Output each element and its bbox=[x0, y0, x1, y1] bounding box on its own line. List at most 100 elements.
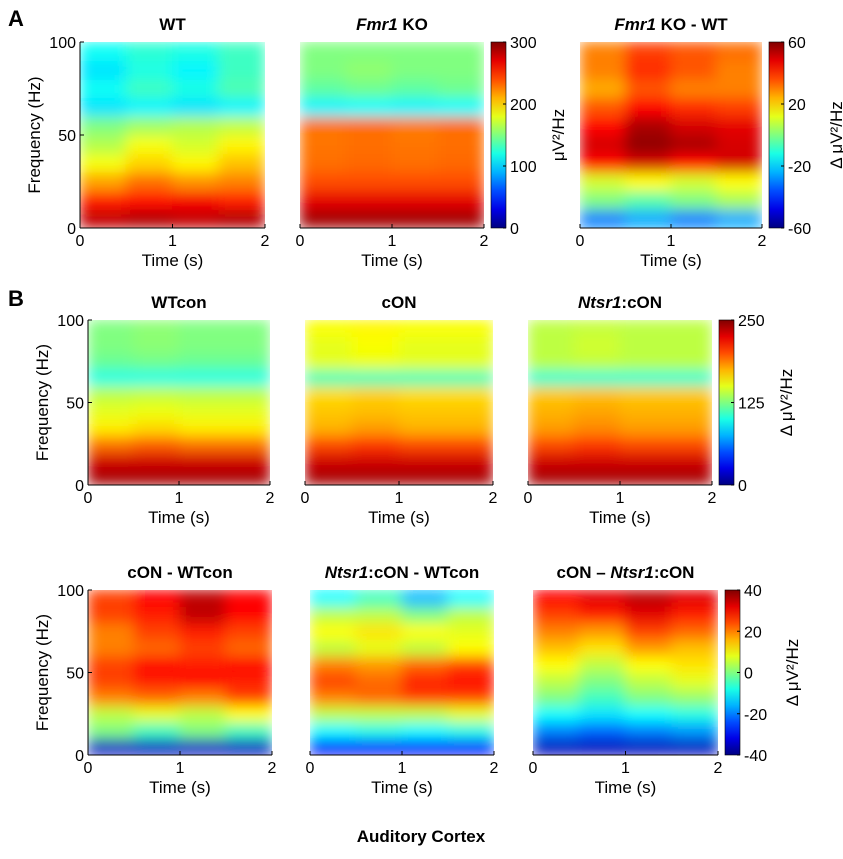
heatmap-cell bbox=[88, 369, 134, 387]
heatmap-cell bbox=[88, 451, 134, 469]
heatmap-cell bbox=[625, 639, 673, 657]
heatmap-cell bbox=[437, 115, 484, 136]
heatmap-cell bbox=[178, 451, 225, 469]
chart-title: cON - WTcon bbox=[127, 563, 232, 582]
heatmap-cell bbox=[345, 190, 393, 210]
heatmap-cell bbox=[398, 385, 447, 403]
heatmap-cell bbox=[619, 336, 667, 354]
heatmap-cell bbox=[716, 60, 762, 80]
heatmap-cell bbox=[345, 42, 393, 62]
heatmap-cells bbox=[305, 320, 493, 485]
heatmap-cell bbox=[580, 42, 626, 62]
heatmap-cell bbox=[445, 385, 493, 403]
chart-title: Fmr1 KO bbox=[356, 15, 428, 34]
title-part: WT bbox=[159, 15, 186, 34]
heatmap-cell bbox=[345, 153, 393, 173]
colorbar-tick-label: 100 bbox=[510, 159, 537, 176]
heatmap-cell bbox=[178, 336, 225, 354]
heatmap-cell bbox=[310, 688, 357, 706]
heatmap-cell bbox=[625, 606, 673, 624]
colorbar-label: μV²/Hz bbox=[549, 109, 568, 161]
heatmap-cell bbox=[133, 369, 180, 387]
heatmap-cells bbox=[88, 590, 272, 755]
y-tick-label: 100 bbox=[57, 313, 84, 330]
heatmap-cell bbox=[619, 435, 667, 453]
heatmap-cell bbox=[179, 639, 227, 657]
heatmap-cell bbox=[88, 385, 134, 403]
heatmap-cell bbox=[580, 60, 626, 80]
heatmap-cell bbox=[218, 171, 265, 192]
heatmap-cell bbox=[172, 134, 220, 155]
heatmap-cell bbox=[671, 639, 718, 657]
heatmap-cell bbox=[88, 402, 134, 420]
heatmap-cell bbox=[172, 78, 220, 99]
heatmap-cell bbox=[619, 352, 667, 370]
colorbar-tick-label: 40 bbox=[744, 583, 762, 600]
heatmap-cell bbox=[225, 606, 272, 624]
heatmap-cell bbox=[670, 78, 717, 99]
heatmap-cell bbox=[391, 134, 439, 155]
heatmap-cell bbox=[619, 385, 667, 403]
heatmap-cell bbox=[665, 435, 712, 453]
heatmap-cell bbox=[580, 208, 626, 228]
heatmap-cell bbox=[398, 352, 447, 370]
heatmap-cell bbox=[447, 688, 494, 706]
heatmap-cell bbox=[625, 171, 672, 192]
heatmap-cell bbox=[310, 606, 357, 624]
heatmap-cell bbox=[133, 336, 180, 354]
heatmap-cell bbox=[224, 435, 270, 453]
y-tick-label: 0 bbox=[75, 748, 84, 765]
heatmap-cell bbox=[310, 639, 357, 657]
heatmap-cell bbox=[401, 622, 449, 640]
x-tick-label: 0 bbox=[529, 760, 538, 777]
heatmap-cell bbox=[528, 435, 575, 453]
heatmap-cell bbox=[178, 352, 225, 370]
heatmap-cell bbox=[445, 352, 493, 370]
heatmap-cell bbox=[125, 208, 173, 228]
title-part: Fmr1 bbox=[614, 15, 656, 34]
x-tick-label: 1 bbox=[398, 760, 407, 777]
heatmap-cell bbox=[133, 435, 180, 453]
heatmap-cell bbox=[578, 655, 626, 673]
heatmap-cell bbox=[172, 97, 220, 117]
colorbar-tick-label: 0 bbox=[744, 666, 753, 683]
chart-title: Fmr1 KO - WT bbox=[614, 15, 728, 34]
heatmap-cell bbox=[80, 78, 127, 99]
title-part: Ntsr1 bbox=[325, 563, 368, 582]
heatmap-cell bbox=[619, 320, 667, 337]
heatmap-cell bbox=[533, 705, 580, 723]
colorbar-tick-label: -20 bbox=[788, 159, 811, 176]
heatmap-cell bbox=[391, 42, 439, 62]
heatmap-cell bbox=[580, 78, 626, 99]
heatmap-cell bbox=[300, 190, 347, 210]
heatmap-cell bbox=[670, 190, 717, 210]
x-tick-label: 2 bbox=[268, 760, 277, 777]
heatmap-cell bbox=[437, 97, 484, 117]
x-tick-label: 1 bbox=[175, 490, 184, 507]
heatmap-cell bbox=[533, 590, 580, 607]
heatmap-cell bbox=[88, 655, 135, 673]
heatmap-cell bbox=[179, 590, 227, 607]
heatmap-cell bbox=[133, 352, 180, 370]
heatmap-cell bbox=[345, 134, 393, 155]
x-axis-label: Time (s) bbox=[640, 251, 702, 270]
heatmap-cell bbox=[133, 451, 180, 469]
heatmap-cell bbox=[398, 451, 447, 469]
heatmap-cell bbox=[533, 639, 580, 657]
y-tick-label: 0 bbox=[67, 221, 76, 238]
heatmap-cell bbox=[437, 190, 484, 210]
heatmap-cell bbox=[573, 451, 621, 469]
y-tick-label: 50 bbox=[58, 128, 76, 145]
heatmap-cell bbox=[133, 639, 181, 657]
x-tick-label: 1 bbox=[395, 490, 404, 507]
x-tick-label: 2 bbox=[708, 490, 717, 507]
heatmap-cell bbox=[88, 590, 135, 607]
x-tick-label: 2 bbox=[714, 760, 723, 777]
heatmap-cell bbox=[625, 153, 672, 173]
chart-title: cON bbox=[382, 293, 417, 312]
heatmap-cell bbox=[437, 60, 484, 80]
heatmap-cell bbox=[355, 738, 403, 755]
heatmap-cell bbox=[355, 705, 403, 723]
heatmap-cell bbox=[625, 705, 673, 723]
